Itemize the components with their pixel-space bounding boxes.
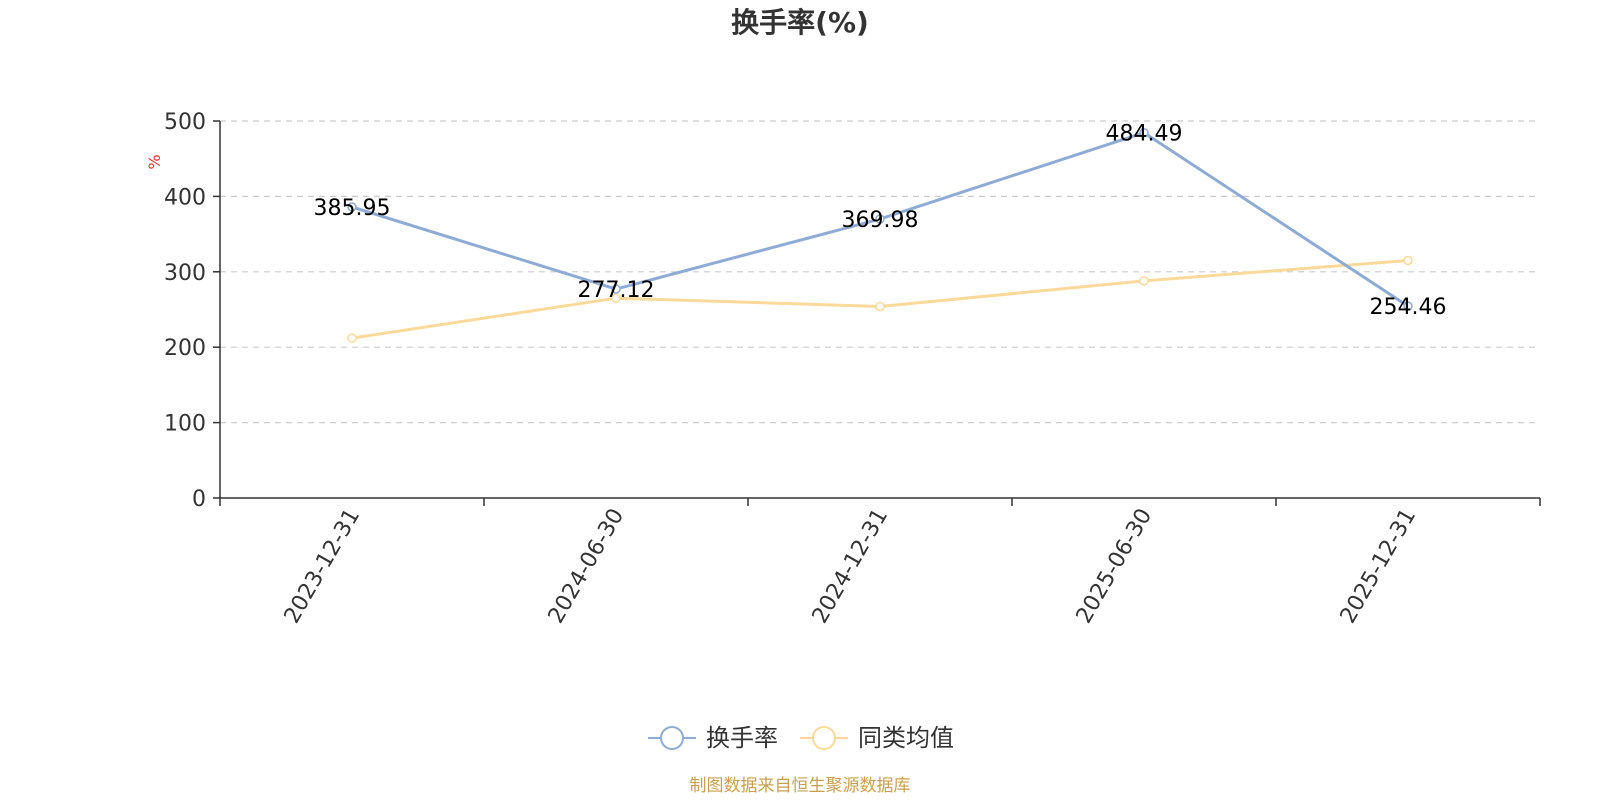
legend-marker-peer-average <box>812 726 836 750</box>
y-tick-label: 400 <box>164 185 206 210</box>
legend[interactable]: 换手率 同类均值 <box>648 724 954 752</box>
legend-item-turnover[interactable]: 换手率 <box>648 724 778 752</box>
turnover-point <box>1139 127 1149 138</box>
turnover-data-label: 277.12 <box>578 278 655 303</box>
turnover-point <box>611 284 621 294</box>
peer-average-point <box>611 293 621 303</box>
turnover-data-label: 484.49 <box>1106 122 1183 147</box>
turnover-point <box>1403 301 1413 311</box>
y-tick-label: 200 <box>164 336 206 361</box>
legend-marker-turnover <box>660 726 684 750</box>
peer-average-point <box>347 333 357 343</box>
y-tick-label: 300 <box>164 261 206 286</box>
x-tick-label: 2023-12-31 <box>280 505 366 628</box>
peer-average-point <box>1139 276 1149 286</box>
series-lines <box>347 127 1413 343</box>
data-source-note: 制图数据来自恒生聚源数据库 <box>690 776 911 796</box>
turnover-data-label: 385.95 <box>314 196 391 221</box>
peer-average-point <box>875 301 885 312</box>
turnover-point <box>347 202 357 212</box>
x-tick-label: 2025-06-30 <box>1072 505 1158 628</box>
turnover-data-label: 369.98 <box>842 208 919 233</box>
turnover-data-label: 254.46 <box>1370 295 1447 320</box>
y-axis-unit-label: % <box>145 154 164 169</box>
data-labels: 385.95 277.12 369.98 484.49 254.46 <box>314 122 1447 320</box>
turnover-point <box>875 214 885 224</box>
y-axis-tick-labels: 0 100 200 300 400 500 <box>164 110 206 512</box>
x-tick-label: 2024-12-31 <box>808 505 894 628</box>
legend-item-peer-average[interactable]: 同类均值 <box>800 724 954 752</box>
axes <box>213 120 1541 506</box>
legend-label-peer-average: 同类均值 <box>858 724 954 752</box>
chart-title: 换手率(%) <box>731 6 869 39</box>
x-axis-tick-labels: 2023-12-31 2024-06-30 2024-12-31 2025-06-30… <box>280 505 1422 628</box>
legend-label-turnover: 换手率 <box>706 724 778 752</box>
grid-lines <box>220 120 1540 424</box>
peer-average-point <box>1403 255 1413 266</box>
x-tick-label: 2024-06-30 <box>544 505 630 628</box>
y-tick-label: 100 <box>164 412 206 437</box>
y-tick-label: 0 <box>192 487 206 512</box>
y-tick-label: 500 <box>164 110 206 135</box>
x-tick-label: 2025-12-31 <box>1336 505 1422 628</box>
